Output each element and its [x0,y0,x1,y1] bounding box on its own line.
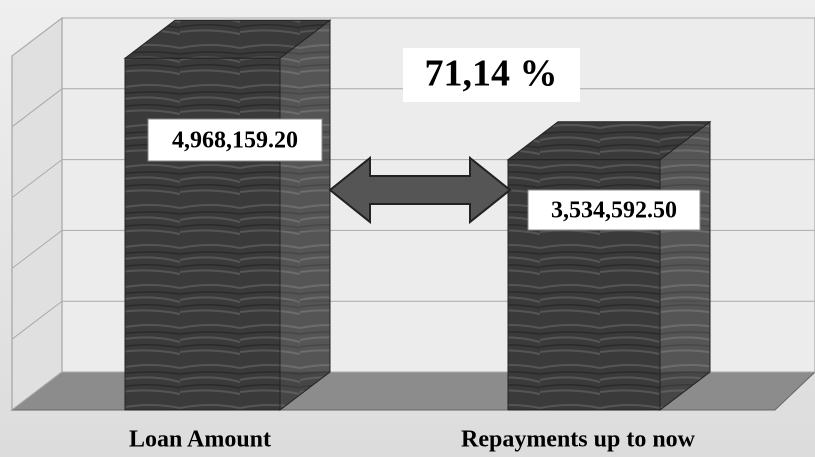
bar [124,57,281,411]
annotation-box [403,48,580,102]
x-tick-label: Loan Amount [129,427,271,453]
value-label: 3,534,592.50 [551,198,677,224]
value-label-box [527,189,701,231]
x-tick-label: Repayments up to now [461,427,696,453]
side-wall [11,16,63,412]
grid-line [11,17,815,57]
value-label: 4,968,159.20 [172,128,298,154]
double-arrow [328,155,512,225]
value-label-box [147,118,323,162]
bar-side [279,19,331,412]
annotation: 71,14 % [425,53,558,95]
bar-side [659,120,711,412]
